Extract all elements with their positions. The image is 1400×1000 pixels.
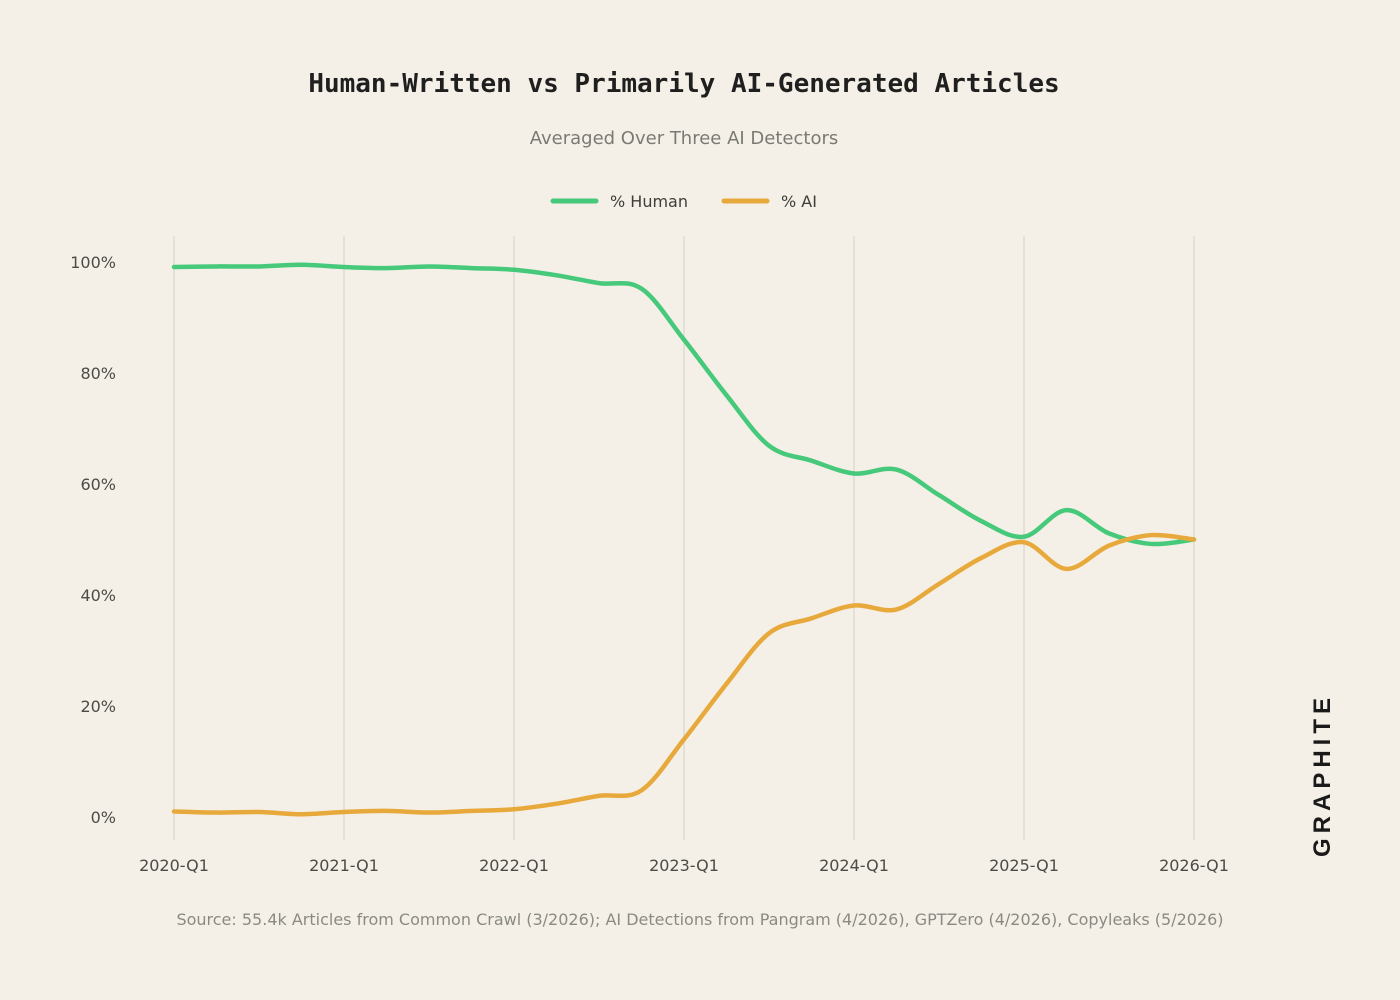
legend: % Human % AI xyxy=(550,192,817,211)
data-point-human xyxy=(810,460,813,462)
data-point-ai xyxy=(1023,541,1025,543)
x-tick-label: 2020-Q1 xyxy=(139,856,209,875)
data-point-human xyxy=(555,274,558,276)
data-point-ai xyxy=(470,810,473,812)
data-point-ai xyxy=(385,810,388,812)
grid xyxy=(173,236,1195,840)
data-point-ai xyxy=(258,811,260,813)
data-point-human xyxy=(853,472,855,475)
data-point-human xyxy=(640,288,643,290)
data-point-human xyxy=(173,266,175,268)
data-point-ai xyxy=(215,811,218,814)
data-point-human xyxy=(1108,532,1110,534)
data-point-ai xyxy=(1150,534,1153,536)
y-tick-label: 80% xyxy=(80,364,116,383)
data-point-human xyxy=(598,282,600,284)
x-tick-label: 2026-Q1 xyxy=(1159,856,1229,875)
data-point-ai xyxy=(853,604,855,607)
legend-label-ai: % AI xyxy=(781,192,817,211)
series-group xyxy=(171,262,1197,817)
y-tick-label: 100% xyxy=(70,253,116,272)
data-point-human xyxy=(683,339,685,341)
y-tick-label: 20% xyxy=(80,697,116,716)
data-point-ai xyxy=(895,608,898,611)
data-point-ai xyxy=(640,789,643,791)
data-point-ai xyxy=(725,683,728,685)
data-point-ai xyxy=(300,813,303,815)
data-point-ai xyxy=(555,803,558,805)
data-point-ai xyxy=(513,808,515,810)
data-point-human xyxy=(385,267,388,269)
y-tick-label: 40% xyxy=(80,586,116,605)
data-point-human xyxy=(895,468,898,471)
y-tick-label: 0% xyxy=(91,808,116,827)
data-point-ai xyxy=(938,583,940,585)
chart-subtitle: Averaged Over Three AI Detectors xyxy=(530,128,839,149)
data-point-ai xyxy=(1193,538,1195,541)
data-point-human xyxy=(513,269,515,271)
data-point-human xyxy=(1065,509,1068,511)
data-point-human xyxy=(343,266,345,268)
data-point-ai xyxy=(810,617,813,619)
data-point-ai xyxy=(343,811,345,813)
data-point-human xyxy=(1150,543,1153,545)
y-tick-label: 60% xyxy=(80,475,116,494)
data-point-ai xyxy=(683,738,685,740)
x-tick-label: 2025-Q1 xyxy=(989,856,1059,875)
source-note: Source: 55.4k Articles from Common Crawl… xyxy=(176,910,1223,929)
legend-label-human: % Human xyxy=(610,192,688,211)
data-point-human xyxy=(215,265,218,268)
data-point-ai xyxy=(173,810,175,813)
data-point-human xyxy=(300,264,303,266)
x-tick-label: 2023-Q1 xyxy=(649,856,719,875)
x-tick-label: 2022-Q1 xyxy=(479,856,549,875)
graphite-logo: GRAPHITE xyxy=(1309,693,1336,857)
data-point-ai xyxy=(428,811,430,814)
data-point-human xyxy=(725,394,728,396)
data-point-ai xyxy=(768,632,770,634)
data-point-human xyxy=(1023,536,1025,538)
data-point-human xyxy=(258,265,260,268)
x-axis: 2020-Q1 2021-Q1 2022-Q1 2023-Q1 2024-Q1 2025-… xyxy=(139,856,1229,875)
chart-title: Human-Written vs Primarily AI-Generated … xyxy=(308,69,1059,99)
data-point-ai xyxy=(1065,568,1068,570)
data-point-ai xyxy=(980,557,983,559)
x-tick-label: 2024-Q1 xyxy=(819,856,889,875)
data-point-ai xyxy=(598,795,600,797)
data-point-human xyxy=(980,520,983,522)
data-point-human xyxy=(428,265,430,268)
y-axis: 0% 20% 40% 60% 80% 100% xyxy=(70,253,116,827)
data-point-human xyxy=(938,494,940,496)
data-point-human xyxy=(470,267,473,269)
x-tick-label: 2021-Q1 xyxy=(309,856,379,875)
data-point-human xyxy=(768,445,770,447)
data-point-ai xyxy=(1108,545,1110,547)
